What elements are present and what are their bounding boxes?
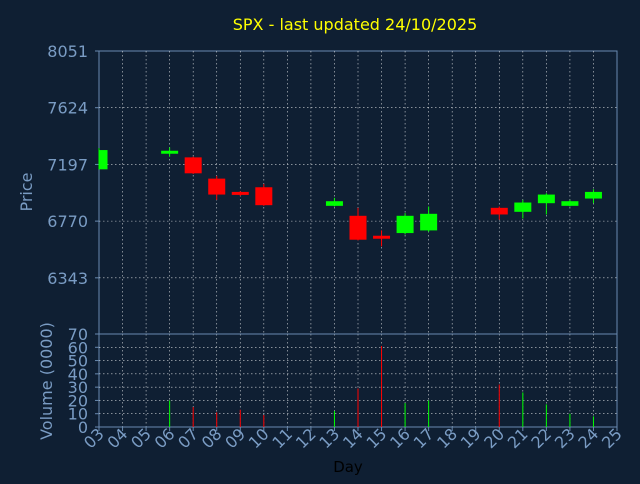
candle [584,189,602,204]
candle [161,147,179,157]
candle-body [208,178,226,195]
candle-body [373,235,391,239]
candle [208,175,226,200]
candle [349,207,367,241]
candle-body [396,215,414,234]
chart-title: SPX - last updated 24/10/2025 [233,15,478,34]
price-tick-label: 8051 [47,42,88,61]
volume-tick-label: 30 [68,378,88,397]
candle [373,230,391,247]
price-tick-label: 7624 [47,99,88,118]
candle [184,156,202,174]
candle-body [231,191,249,195]
candle-body [349,215,367,240]
candle-body [537,194,555,204]
candle-body [255,187,273,206]
candle [255,183,273,206]
candle [514,199,532,219]
price-tick-label: 6343 [47,269,88,288]
candle-body [584,191,602,199]
x-axis-label: Day [333,458,363,476]
candle [325,197,343,207]
volume-tick-label: 70 [68,325,88,344]
candle [396,213,414,235]
x-tick-labels: 0304050607080910111213141516171819202122… [80,424,626,452]
volume-tick-label: 40 [68,365,88,384]
price-tick-label: 7197 [47,155,88,174]
price-axis-label: Price [17,172,36,211]
candle-body [561,201,579,206]
candle [561,199,579,207]
volume-tick-label: 10 [68,405,88,424]
price-panel: 8051 7624 7197 6770 6343 [47,42,618,335]
candle [420,206,438,232]
volume-axis-label: Volume (0000) [37,322,56,440]
candle [231,191,249,196]
volume-tick-label: 20 [68,391,88,410]
candle-body [325,201,343,206]
volume-tick-label: 0 [78,418,88,437]
price-tick-label: 6770 [47,212,88,231]
candle-body [161,150,179,154]
candle [490,206,508,220]
x-tick-label: 25 [598,424,626,452]
candle-body [420,213,438,231]
candle-body [490,207,508,215]
candle [537,193,555,215]
candle-body [184,157,202,174]
candle-body [99,150,108,170]
candle [98,148,108,170]
candle-body [514,202,532,212]
volume-tick-label: 50 [68,352,88,371]
volume-tick-label: 60 [68,338,88,357]
